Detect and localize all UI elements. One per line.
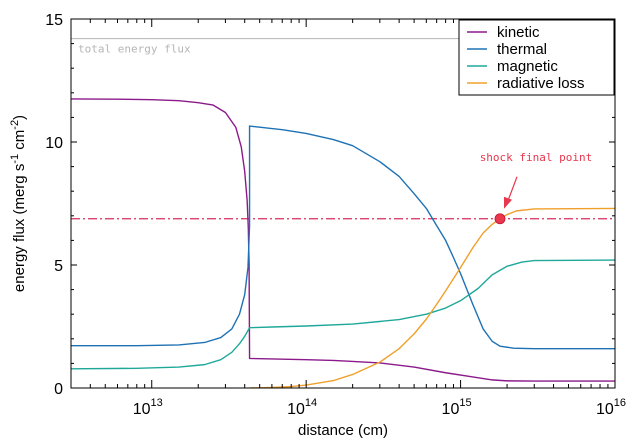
shock-final-point-marker (494, 213, 506, 225)
series-line-radiative-loss (249, 207, 615, 388)
x-axis-title: distance (cm) (298, 422, 388, 439)
annotation-arrow-shaft (507, 176, 518, 201)
legend-label: magnetic (497, 58, 558, 75)
annotation-arrowhead (503, 196, 512, 209)
legend-label: thermal (497, 41, 547, 58)
series-lines (71, 98, 615, 388)
legend-label: kinetic (497, 24, 540, 41)
y-tick-label: 0 (54, 381, 63, 398)
series-line-magnetic (71, 259, 615, 370)
annotation-label: shock final point (480, 151, 593, 164)
annotation-layer: shock final point (480, 151, 593, 225)
legend-label: radiative loss (497, 75, 585, 92)
x-tick-label: 1016 (596, 397, 626, 418)
y-tick-label: 10 (45, 135, 63, 152)
x-tick-label: 1013 (133, 397, 163, 418)
x-tick-label: 1014 (287, 397, 317, 418)
x-tick-label: 1015 (442, 397, 472, 418)
series-line-kinetic (71, 98, 615, 382)
y-tick-label: 5 (54, 258, 63, 275)
plot-frame (70, 18, 616, 389)
y-tick-label: 15 (45, 12, 63, 29)
series-line-thermal (71, 125, 615, 350)
y-axis-title: energy flux (merg s-1 cm-2) (9, 115, 28, 292)
reference-line-label: total energy flux (78, 43, 191, 56)
